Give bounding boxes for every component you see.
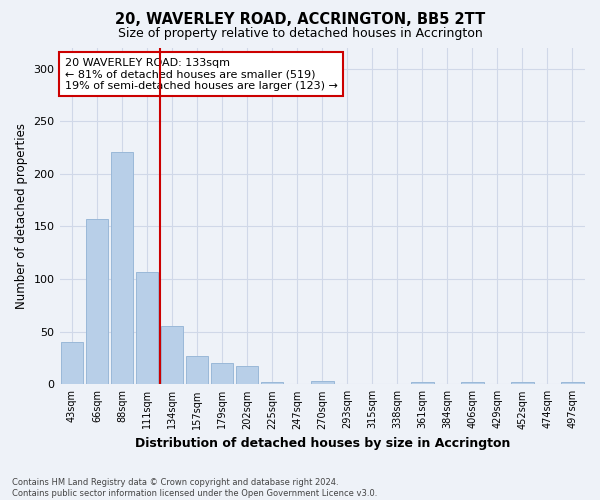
- Bar: [261, 382, 283, 384]
- Text: Contains HM Land Registry data © Crown copyright and database right 2024.
Contai: Contains HM Land Registry data © Crown c…: [12, 478, 377, 498]
- Y-axis label: Number of detached properties: Number of detached properties: [15, 123, 28, 309]
- Bar: [61, 342, 83, 384]
- Bar: [86, 219, 109, 384]
- Bar: [461, 382, 484, 384]
- Bar: [561, 382, 584, 384]
- Bar: [411, 382, 434, 384]
- Bar: [186, 356, 208, 384]
- Text: Size of property relative to detached houses in Accrington: Size of property relative to detached ho…: [118, 28, 482, 40]
- Bar: [511, 382, 534, 384]
- Bar: [211, 364, 233, 384]
- Bar: [311, 381, 334, 384]
- Text: 20, WAVERLEY ROAD, ACCRINGTON, BB5 2TT: 20, WAVERLEY ROAD, ACCRINGTON, BB5 2TT: [115, 12, 485, 28]
- Bar: [161, 326, 184, 384]
- Bar: [136, 272, 158, 384]
- Bar: [236, 366, 259, 384]
- Bar: [111, 152, 133, 384]
- Text: 20 WAVERLEY ROAD: 133sqm
← 81% of detached houses are smaller (519)
19% of semi-: 20 WAVERLEY ROAD: 133sqm ← 81% of detach…: [65, 58, 338, 91]
- X-axis label: Distribution of detached houses by size in Accrington: Distribution of detached houses by size …: [134, 437, 510, 450]
